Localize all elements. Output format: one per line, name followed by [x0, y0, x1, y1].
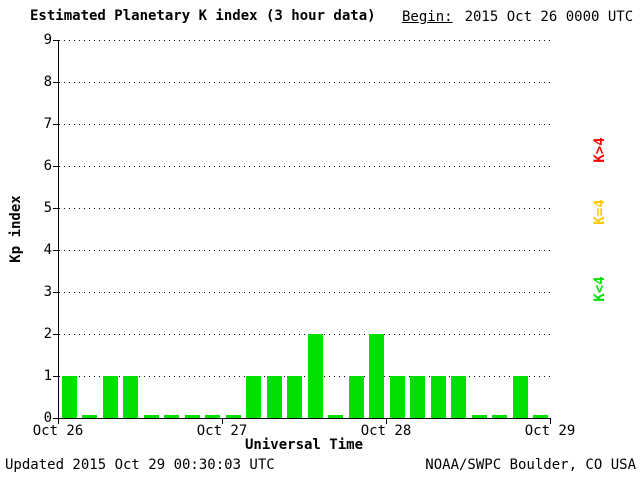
x-tick-mark [222, 419, 223, 424]
gridline [59, 376, 551, 377]
kp-bar [328, 415, 344, 418]
updated-text: Updated 2015 Oct 29 00:30:03 UTC [5, 457, 275, 473]
legend-k-lt-4: K<4 [592, 276, 608, 302]
kp-bar [451, 376, 467, 418]
kp-bar [533, 415, 549, 418]
plot-area [58, 40, 551, 419]
gridline [59, 82, 551, 83]
kp-bar [410, 376, 426, 418]
kp-bar [205, 415, 221, 418]
y-tick-mark [53, 250, 58, 251]
kp-bar [389, 376, 405, 418]
kp-bar [184, 415, 200, 418]
legend-k-gt-4: K>4 [592, 137, 608, 163]
y-tick-mark [53, 208, 58, 209]
begin-label: Begin: [402, 9, 453, 25]
x-tick-label: Oct 28 [360, 423, 412, 439]
kp-bar [369, 334, 385, 418]
kp-bar [246, 376, 262, 418]
y-tick-mark [53, 124, 58, 125]
kp-bar [82, 415, 98, 418]
x-tick-mark [386, 419, 387, 424]
gridline [59, 292, 551, 293]
y-tick-label: 1 [43, 368, 52, 384]
gridline [59, 166, 551, 167]
bars-layer [59, 40, 551, 418]
x-tick-label: Oct 27 [196, 423, 248, 439]
y-tick-label: 2 [43, 326, 52, 342]
y-tick-label: 6 [43, 158, 52, 174]
kp-bar [61, 376, 77, 418]
chart-title: Estimated Planetary K index (3 hour data… [30, 8, 376, 24]
y-tick-mark [53, 334, 58, 335]
y-tick-mark [53, 292, 58, 293]
y-axis-title: Kp index [8, 195, 24, 263]
source-text: NOAA/SWPC Boulder, CO USA [425, 457, 636, 473]
gridline [59, 208, 551, 209]
kp-bar [123, 376, 139, 418]
legend-k-eq-4: K=4 [592, 199, 608, 225]
kp-bar [287, 376, 303, 418]
kp-bar [492, 415, 508, 418]
x-tick-mark [550, 419, 551, 424]
gridline [59, 40, 551, 41]
x-tick-label: Oct 29 [524, 423, 576, 439]
y-tick-mark [53, 166, 58, 167]
y-tick-label: 8 [43, 74, 52, 90]
begin-value: 2015 Oct 26 0000 UTC [464, 9, 634, 25]
kp-bar [102, 376, 118, 418]
y-tick-label: 4 [43, 242, 52, 258]
kp-bar [471, 415, 487, 418]
y-tick-label: 5 [43, 200, 52, 216]
kp-bar [164, 415, 180, 418]
begin-info: Begin: 2015 Oct 26 0000 UTC [402, 9, 633, 25]
y-tick-label: 7 [43, 116, 52, 132]
grid-layer [59, 40, 551, 418]
x-tick-label: Oct 26 [32, 423, 84, 439]
y-tick-label: 3 [43, 284, 52, 300]
gridline [59, 250, 551, 251]
kp-bar [348, 376, 364, 418]
x-axis-title: Universal Time [244, 437, 364, 453]
y-tick-mark [53, 418, 58, 419]
kp-bar [307, 334, 323, 418]
y-tick-label: 9 [43, 32, 52, 48]
kp-bar [266, 376, 282, 418]
y-tick-mark [53, 376, 58, 377]
y-tick-mark [53, 82, 58, 83]
gridline [59, 334, 551, 335]
kp-bar [143, 415, 159, 418]
gridline [59, 124, 551, 125]
x-tick-mark [58, 419, 59, 424]
y-tick-label: 0 [43, 410, 52, 426]
kp-bar [512, 376, 528, 418]
kp-bar [430, 376, 446, 418]
y-tick-mark [53, 40, 58, 41]
kp-bar [225, 415, 241, 418]
